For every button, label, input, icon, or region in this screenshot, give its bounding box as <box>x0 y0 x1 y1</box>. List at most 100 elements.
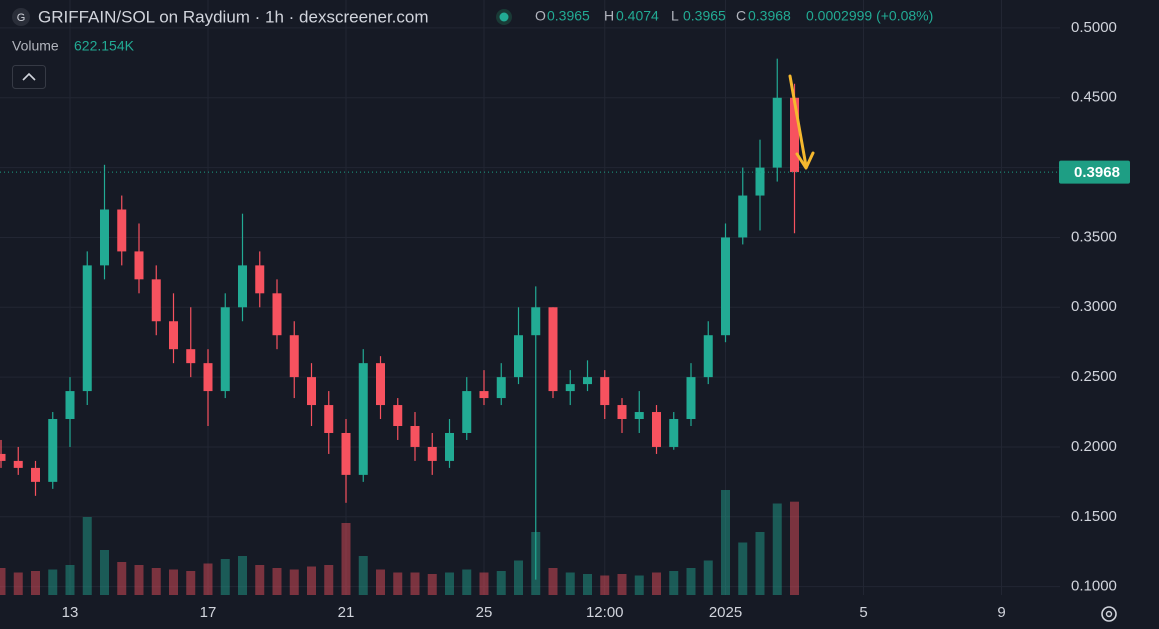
volume-bar <box>427 574 437 595</box>
volume-bar <box>738 542 748 595</box>
candle-body <box>583 377 592 385</box>
y-tick-label: 0.1500 <box>1071 508 1117 525</box>
grid: 0.1000 0.1500 0.2000 0.2500 0.3000 0.3500 0.40… <box>0 0 1117 621</box>
candle-body <box>0 453 6 461</box>
candle-body <box>13 460 23 468</box>
y-tick-label: 0.2000 <box>1071 438 1117 455</box>
candle-body <box>531 307 541 336</box>
volume-bar <box>65 565 75 595</box>
collapse-button[interactable] <box>12 65 46 89</box>
volume-bar <box>186 571 196 595</box>
candle-body <box>548 307 558 392</box>
volume-bar <box>220 559 230 595</box>
candle-body <box>151 279 161 322</box>
candle-body <box>755 167 765 196</box>
candle-body <box>686 377 696 420</box>
volume-bar <box>13 572 23 595</box>
candle-body <box>445 432 454 461</box>
volume-bar <box>634 575 644 595</box>
volume-bar <box>134 565 144 595</box>
last-price-tag <box>1059 160 1130 184</box>
volume-bar <box>255 565 265 595</box>
volume-bar <box>583 574 592 595</box>
legend-value: 0.3968 <box>748 8 791 24</box>
candle-body <box>652 412 661 447</box>
volume-bar <box>169 569 178 595</box>
candle-body <box>48 419 58 482</box>
x-tick-label: 2025 <box>709 604 742 621</box>
volume-bar <box>548 568 558 595</box>
annotation-arrow <box>788 74 808 168</box>
candle-body <box>203 363 213 392</box>
legend-key: L <box>671 8 679 24</box>
y-tick-label: 0.2500 <box>1071 368 1117 385</box>
candle-body <box>238 265 247 308</box>
volume-bar <box>289 569 299 595</box>
volume-bar <box>445 572 454 595</box>
candle-body <box>669 419 679 447</box>
volume-bar <box>462 569 472 595</box>
legend-key: O <box>535 8 546 24</box>
candle-body <box>324 405 334 433</box>
candle-body <box>341 432 351 475</box>
y-tick-label: 0.3000 <box>1071 298 1117 315</box>
candle-body <box>479 391 489 399</box>
x-tick-label: 12:00 <box>586 604 624 621</box>
candle-body <box>255 265 265 294</box>
candle-body <box>790 97 799 173</box>
volume-bar <box>669 571 679 595</box>
candle-body <box>565 384 575 392</box>
volume-bar <box>272 568 282 595</box>
overlay-layer: 0.3968 <box>0 160 1130 184</box>
candle-body <box>272 293 282 336</box>
candle-body <box>376 363 385 406</box>
x-tick-label: 21 <box>338 604 355 621</box>
candle-body <box>772 97 782 168</box>
volume-bar <box>652 572 661 595</box>
y-tick-label: 0.5000 <box>1071 19 1117 36</box>
volume-bar <box>324 565 334 595</box>
candle-body <box>117 209 127 252</box>
settings-icon-center <box>1105 610 1113 618</box>
x-tick-label: 9 <box>997 604 1005 621</box>
volume-value: 622.154K <box>74 38 135 54</box>
volume-bar <box>514 560 523 595</box>
volume-bar <box>151 568 161 595</box>
candle-body <box>289 335 299 378</box>
legend-value: 0.3965 <box>547 8 590 24</box>
candle-layer <box>0 58 799 580</box>
x-tick-label: 5 <box>859 604 867 621</box>
volume-bar <box>721 490 730 595</box>
candle-body <box>65 391 75 420</box>
volume-bar <box>703 560 713 595</box>
volume-bar <box>358 556 368 595</box>
candle-body <box>31 467 40 482</box>
volume-bar <box>82 517 92 595</box>
x-tick-label: 25 <box>476 604 493 621</box>
candle-body <box>496 377 506 399</box>
volume-label: Volume <box>12 38 59 54</box>
candle-body <box>721 237 730 336</box>
candle-body <box>358 363 368 475</box>
candle-body <box>634 412 644 420</box>
volume-bar <box>686 568 696 595</box>
volume-bar <box>0 568 6 595</box>
candle-body <box>186 349 196 364</box>
legend-key: C <box>736 8 746 24</box>
candle-body <box>307 377 316 406</box>
legend-key: H <box>604 8 614 24</box>
status-dot <box>499 12 509 22</box>
volume-bar <box>238 556 247 595</box>
volume-bar <box>48 569 58 595</box>
settings-icon[interactable] <box>1101 606 1117 622</box>
candle-body <box>514 335 523 378</box>
last-price-label: 0.3968 <box>1074 164 1120 181</box>
candle-body <box>169 321 178 350</box>
candle-body <box>427 446 437 461</box>
candle-body <box>617 405 627 420</box>
volume-bar <box>410 572 420 595</box>
volume-bar <box>117 562 127 595</box>
